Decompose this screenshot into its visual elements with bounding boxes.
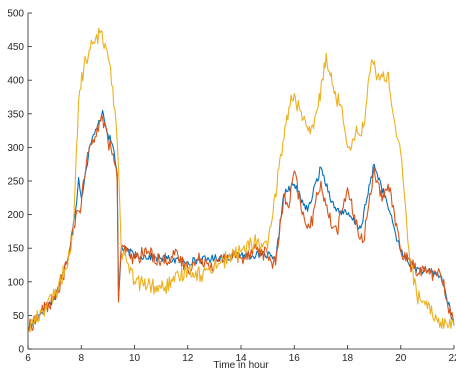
y-tick-label: 400 [7,76,24,87]
y-tick-label: 200 [7,210,24,221]
x-tick-label: 20 [395,353,407,364]
x-axis-title: Time in hour [213,360,269,371]
x-tick-label: 14 [235,353,247,364]
series-line-2 [27,114,455,332]
y-tick-label: 250 [7,177,24,188]
x-tick-label: 8 [78,353,84,364]
x-tick-label: 10 [129,353,141,364]
y-tick-label: 0 [18,345,24,356]
x-tick-label: 12 [182,353,194,364]
y-tick-label: 500 [7,9,24,20]
y-tick-label: 300 [7,143,24,154]
x-tick-label: 18 [342,353,354,364]
x-tick-label: 22 [448,353,456,364]
y-tick-label: 100 [7,277,24,288]
series-layer [27,27,455,333]
x-tick-label: 6 [25,353,31,364]
axes-layer: 6 8 10 12 14 16 18 20 22 0 50 100 150 200 250 300 350 400… [7,9,456,365]
y-tick-label: 350 [7,109,24,120]
x-tick-label: 16 [289,353,301,364]
y-tick-label: 50 [13,311,25,322]
series-line-3 [27,27,455,333]
y-tick-label: 450 [7,42,24,53]
y-tick-label: 150 [7,244,24,255]
